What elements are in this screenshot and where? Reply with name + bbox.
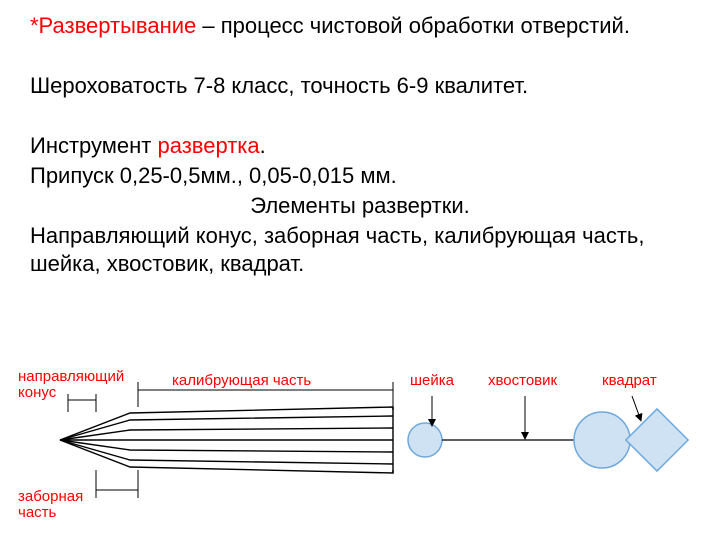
dim-guide-cone — [68, 394, 96, 412]
neck-circle — [408, 423, 442, 457]
reamer-diagram — [0, 0, 720, 540]
reamer-body — [60, 407, 393, 473]
shank-circle — [574, 412, 630, 468]
dim-intake — [96, 470, 138, 498]
arrow-square — [632, 396, 640, 418]
dim-calib — [138, 382, 393, 407]
slide: { "text": { "line1_red": "*Развертывание… — [0, 0, 720, 540]
square-shape — [626, 409, 688, 471]
